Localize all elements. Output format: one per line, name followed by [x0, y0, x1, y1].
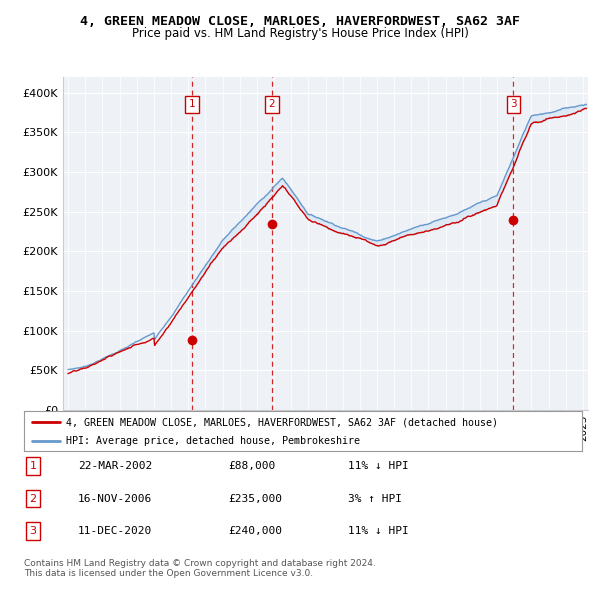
Text: This data is licensed under the Open Government Licence v3.0.: This data is licensed under the Open Gov… — [24, 569, 313, 578]
Text: £240,000: £240,000 — [228, 526, 282, 536]
Text: 4, GREEN MEADOW CLOSE, MARLOES, HAVERFORDWEST, SA62 3AF (detached house): 4, GREEN MEADOW CLOSE, MARLOES, HAVERFOR… — [66, 417, 498, 427]
Text: 1: 1 — [189, 100, 196, 110]
Text: 11% ↓ HPI: 11% ↓ HPI — [348, 526, 409, 536]
Text: 2: 2 — [269, 100, 275, 110]
Text: 3% ↑ HPI: 3% ↑ HPI — [348, 494, 402, 503]
Text: 11-DEC-2020: 11-DEC-2020 — [78, 526, 152, 536]
Text: Price paid vs. HM Land Registry's House Price Index (HPI): Price paid vs. HM Land Registry's House … — [131, 27, 469, 40]
Text: 3: 3 — [29, 526, 37, 536]
Text: £88,000: £88,000 — [228, 461, 275, 471]
Text: 16-NOV-2006: 16-NOV-2006 — [78, 494, 152, 503]
Text: Contains HM Land Registry data © Crown copyright and database right 2024.: Contains HM Land Registry data © Crown c… — [24, 559, 376, 568]
Text: 22-MAR-2002: 22-MAR-2002 — [78, 461, 152, 471]
Text: 2: 2 — [29, 494, 37, 503]
Text: HPI: Average price, detached house, Pembrokeshire: HPI: Average price, detached house, Pemb… — [66, 435, 360, 445]
Text: £235,000: £235,000 — [228, 494, 282, 503]
Text: 1: 1 — [29, 461, 37, 471]
Text: 4, GREEN MEADOW CLOSE, MARLOES, HAVERFORDWEST, SA62 3AF: 4, GREEN MEADOW CLOSE, MARLOES, HAVERFOR… — [80, 15, 520, 28]
Text: 11% ↓ HPI: 11% ↓ HPI — [348, 461, 409, 471]
Text: 3: 3 — [510, 100, 517, 110]
